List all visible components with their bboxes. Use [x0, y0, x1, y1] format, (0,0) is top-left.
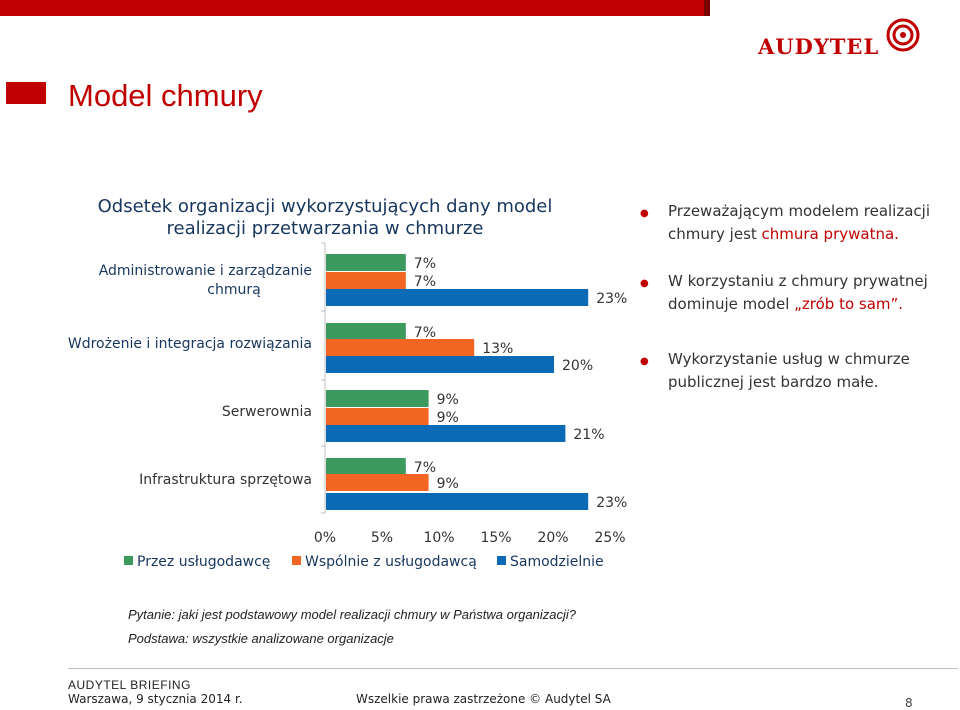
category-label: Infrastruktura sprzętowa	[139, 472, 312, 488]
finding-3: ● Wykorzystanie usług w chmurze publiczn…	[636, 348, 946, 394]
data-label: 20%	[562, 358, 593, 374]
data-label: 9%	[437, 392, 459, 408]
x-tick-label: 20%	[537, 530, 568, 546]
footer-brand: AUDYTEL BRIEFING	[68, 678, 191, 692]
bar	[326, 458, 406, 475]
category-label: Serwerownia	[222, 404, 312, 420]
data-label: 7%	[414, 256, 436, 272]
data-label: 7%	[414, 325, 436, 341]
data-label: 9%	[437, 476, 459, 492]
legend-label: Samodzielnie	[510, 554, 604, 570]
bullet-icon: ●	[640, 356, 649, 367]
category-label: Wdrożenie i integracja rozwiązania	[68, 336, 312, 352]
page-title: Model chmury	[68, 78, 263, 113]
legend-swatch	[497, 556, 506, 565]
page-number: 8	[905, 696, 913, 710]
data-label: 23%	[596, 495, 627, 511]
data-label: 7%	[414, 274, 436, 290]
finding-text: Przeważającym modelem realizacji chmury …	[668, 202, 930, 243]
bullet-icon: ●	[640, 278, 649, 289]
bar	[326, 425, 566, 442]
finding-highlight: chmura prywatna.	[761, 225, 899, 243]
data-label: 13%	[482, 341, 513, 357]
legend-label: Wspólnie z usługodawcą	[305, 554, 477, 570]
bar	[326, 289, 589, 306]
footer-divider	[68, 668, 958, 669]
footer-date: Warszawa, 9 stycznia 2014 r.	[68, 692, 243, 706]
x-tick-label: 5%	[371, 530, 393, 546]
legend-label: Przez usługodawcę	[137, 554, 270, 570]
bar	[326, 408, 429, 425]
top-bar-end	[704, 0, 710, 16]
x-tick-label: 0%	[314, 530, 336, 546]
bar	[326, 272, 406, 289]
bullet-icon: ●	[640, 208, 649, 219]
finding-text: W korzystaniu z chmury prywatnej dominuj…	[668, 272, 928, 313]
legend-swatch	[292, 556, 301, 565]
bar-chart: Administrowanie i zarządzanie chmurą Wdroż…	[68, 242, 627, 570]
bar	[326, 474, 429, 491]
bar	[326, 339, 475, 356]
survey-basis: Podstawa: wszystkie analizowane organiza…	[128, 631, 394, 646]
finding-text: Wykorzystanie usług w chmurze publicznej…	[668, 350, 910, 391]
survey-question: Pytanie: jaki jest podstawowy model real…	[128, 607, 576, 622]
bar	[326, 356, 554, 373]
bar	[326, 323, 406, 340]
data-label: 23%	[596, 291, 627, 307]
data-label: 21%	[573, 427, 604, 443]
category-label: Administrowanie i zarządzanie chmurą	[99, 263, 312, 298]
finding-highlight: „zrób to sam”.	[794, 295, 904, 313]
chart-title: Odsetek organizacji wykorzystujących dan…	[97, 196, 553, 239]
x-tick-label: 15%	[480, 530, 511, 546]
key-findings: ● Przeważającym modelem realizacji chmur…	[636, 200, 946, 394]
bar	[326, 390, 429, 407]
logo-circle-icon	[886, 18, 920, 52]
legend-swatch	[124, 556, 133, 565]
data-label: 9%	[437, 410, 459, 426]
finding-2: ● W korzystaniu z chmury prywatnej domin…	[636, 270, 946, 316]
finding-1: ● Przeważającym modelem realizacji chmur…	[636, 200, 946, 246]
logo-text: AUDYTEL	[758, 34, 880, 59]
x-tick-label: 25%	[594, 530, 625, 546]
data-label: 7%	[414, 460, 436, 476]
audytel-logo: AUDYTEL	[758, 18, 928, 62]
bar	[326, 493, 589, 510]
title-marker	[6, 82, 46, 104]
bar	[326, 254, 406, 271]
top-bar	[0, 0, 710, 16]
x-tick-label: 10%	[423, 530, 454, 546]
footer-copyright: Wszelkie prawa zastrzeżone © Audytel SA	[356, 692, 611, 706]
